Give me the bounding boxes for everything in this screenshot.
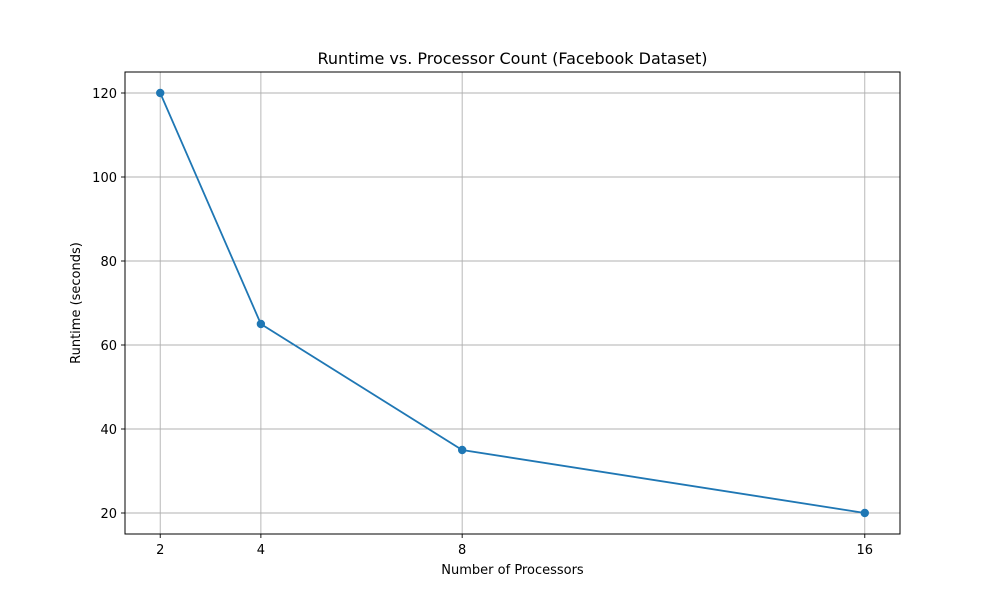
y-tick-label: 100 xyxy=(92,171,117,186)
x-axis-label: Number of Processors xyxy=(441,563,584,578)
plot-frame xyxy=(124,71,901,535)
x-tick-label: 8 xyxy=(458,543,466,558)
y-tick-label: 40 xyxy=(100,423,117,438)
y-ticks: 20 40 60 80 100 120 xyxy=(92,87,125,522)
x-tick-label: 2 xyxy=(156,543,164,558)
data-point xyxy=(457,445,467,455)
data-point xyxy=(860,508,869,518)
y-tick-label: 120 xyxy=(92,87,117,102)
data-point xyxy=(256,319,266,329)
y-tick-label: 60 xyxy=(100,339,117,354)
series-layer xyxy=(156,88,869,518)
chart-title: Runtime vs. Processor Count (Facebook Da… xyxy=(317,49,707,68)
x-ticks: 2 4 8 16 xyxy=(156,534,873,558)
y-axis-label: Runtime (seconds) xyxy=(69,242,84,364)
grid xyxy=(125,72,900,534)
data-point xyxy=(156,88,165,98)
x-tick-label: 4 xyxy=(257,543,265,558)
x-tick-label: 16 xyxy=(856,543,873,558)
series-line xyxy=(159,92,865,514)
y-tick-label: 80 xyxy=(100,255,117,270)
y-tick-label: 20 xyxy=(100,507,117,522)
